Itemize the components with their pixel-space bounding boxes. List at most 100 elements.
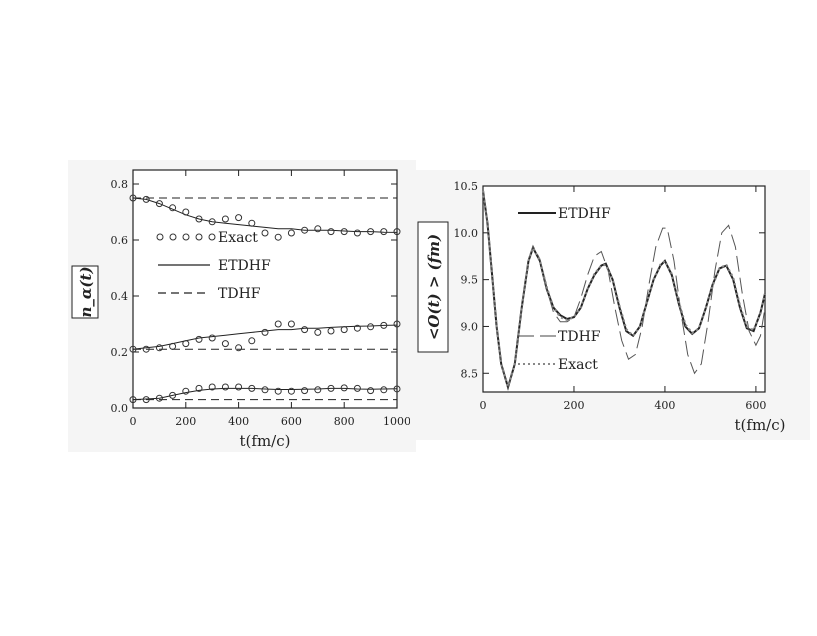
- left-exact-point: [261, 229, 269, 237]
- right-panel: 0 200 400 600 8.5 9.0 9.5 10.0 10.5 <O(t) > (fm)…: [410, 170, 810, 440]
- left-x-tick-label: 200: [175, 415, 196, 428]
- right-y-axis-label-box: <O(t) > (fm): [417, 221, 449, 353]
- legend-etdhf-label: ETDHF: [218, 258, 271, 274]
- left-exact-point: [261, 328, 269, 336]
- left-exact-point: [221, 340, 229, 348]
- left-exact-point: [380, 321, 388, 329]
- left-exact-point: [155, 344, 163, 352]
- left-exact-point: [208, 383, 216, 391]
- left-exact-point: [221, 383, 229, 391]
- left-exact-point: [248, 384, 256, 392]
- left-exact-point: [235, 383, 243, 391]
- left-exact-point: [301, 226, 309, 234]
- left-etdhf-line: [132, 197, 398, 233]
- left-exact-point: [182, 340, 190, 348]
- left-exact-point: [393, 320, 401, 328]
- left-legend: Exact ETDHF TDHF: [156, 230, 271, 302]
- left-x-tick-label: 1000: [383, 415, 411, 428]
- left-exact-point: [129, 396, 137, 404]
- left-exact-point: [380, 228, 388, 236]
- left-exact-point: [221, 215, 229, 223]
- left-exact-point: [274, 320, 282, 328]
- right-y-tick-label: 8.5: [461, 367, 479, 380]
- left-exact-point: [367, 228, 375, 236]
- left-exact-point: [195, 215, 203, 223]
- left-exact-point: [169, 391, 177, 399]
- left-exact-point: [195, 384, 203, 392]
- left-y-axis-label: n_α(t): [77, 266, 95, 317]
- left-exact-point: [287, 387, 295, 395]
- left-y-tick-label: 0.6: [111, 234, 129, 247]
- left-exact-point: [274, 387, 282, 395]
- right-x-axis-label: t(fm/c): [735, 416, 786, 434]
- left-y-tick-label: 0.4: [111, 290, 129, 303]
- left-series: [129, 194, 401, 404]
- left-exact-point: [367, 323, 375, 331]
- right-y-tick-label: 10.5: [454, 180, 479, 193]
- left-exact-point: [393, 228, 401, 236]
- right-y-tick-label: 9.0: [461, 320, 479, 333]
- left-exact-point: [274, 233, 282, 241]
- left-exact-point: [235, 344, 243, 352]
- left-exact-point: [314, 386, 322, 394]
- left-y-tick-label: 0.0: [111, 402, 129, 415]
- legend-exact-circle: [195, 233, 203, 241]
- left-ticks: 0 200 400 600 800 1000 0.0 0.2 0.4 0.6 0.8: [111, 170, 411, 428]
- left-exact-point: [182, 387, 190, 395]
- left-exact-point: [129, 194, 137, 202]
- left-exact-point: [155, 200, 163, 208]
- left-exact-point: [380, 386, 388, 394]
- left-exact-point: [340, 228, 348, 236]
- right-x-tick-label: 400: [654, 399, 675, 412]
- left-exact-point: [155, 394, 163, 402]
- left-y-tick-label: 0.2: [111, 346, 129, 359]
- left-exact-point: [340, 326, 348, 334]
- left-exact-point: [195, 335, 203, 343]
- left-plot-frame: [132, 169, 398, 409]
- legend-exact-label: Exact: [218, 230, 258, 246]
- left-y-axis-label-box: n_α(t): [71, 265, 99, 319]
- legend-tdhf-label: TDHF: [218, 286, 261, 302]
- right-ticks: 0 200 400 600 8.5 9.0 9.5 10.0 10.5: [454, 180, 767, 412]
- right-legend: ETDHF TDHF Exact: [518, 206, 611, 373]
- left-exact-point: [393, 385, 401, 393]
- left-exact-point: [327, 327, 335, 335]
- left-x-tick-label: 400: [228, 415, 249, 428]
- right-y-tick-label: 9.5: [461, 274, 479, 287]
- legend-exact-circle: [169, 233, 177, 241]
- left-exact-point: [301, 387, 309, 395]
- left-exact-point: [353, 229, 361, 237]
- left-exact-point: [248, 337, 256, 345]
- left-exact-point: [314, 225, 322, 233]
- right-y-axis-label: <O(t) > (fm): [425, 234, 443, 340]
- left-etdhf-line: [132, 387, 398, 401]
- left-exact-point: [208, 218, 216, 226]
- left-exact-point: [314, 328, 322, 336]
- left-x-tick-label: 800: [334, 415, 355, 428]
- left-exact-point: [208, 334, 216, 342]
- legend-right-etdhf-label: ETDHF: [558, 206, 611, 222]
- left-exact-point: [340, 384, 348, 392]
- left-exact-point: [353, 384, 361, 392]
- left-exact-point: [142, 396, 150, 404]
- left-exact-point: [129, 345, 137, 353]
- left-exact-point: [287, 320, 295, 328]
- left-exact-point: [142, 345, 150, 353]
- left-exact-point: [327, 228, 335, 236]
- right-tdhf-line: [482, 190, 766, 390]
- legend-exact-circle: [182, 233, 190, 241]
- right-exact-line: [481, 190, 767, 391]
- left-exact-point: [182, 208, 190, 216]
- left-exact-point: [248, 219, 256, 227]
- left-y-tick-label: 0.8: [111, 178, 129, 191]
- left-exact-point: [287, 229, 295, 237]
- right-x-tick-label: 600: [745, 399, 766, 412]
- right-plot-frame: [482, 185, 766, 393]
- left-exact-point: [169, 342, 177, 350]
- left-exact-point: [327, 384, 335, 392]
- left-etdhf-line: [132, 324, 398, 350]
- legend-exact-circle: [156, 233, 164, 241]
